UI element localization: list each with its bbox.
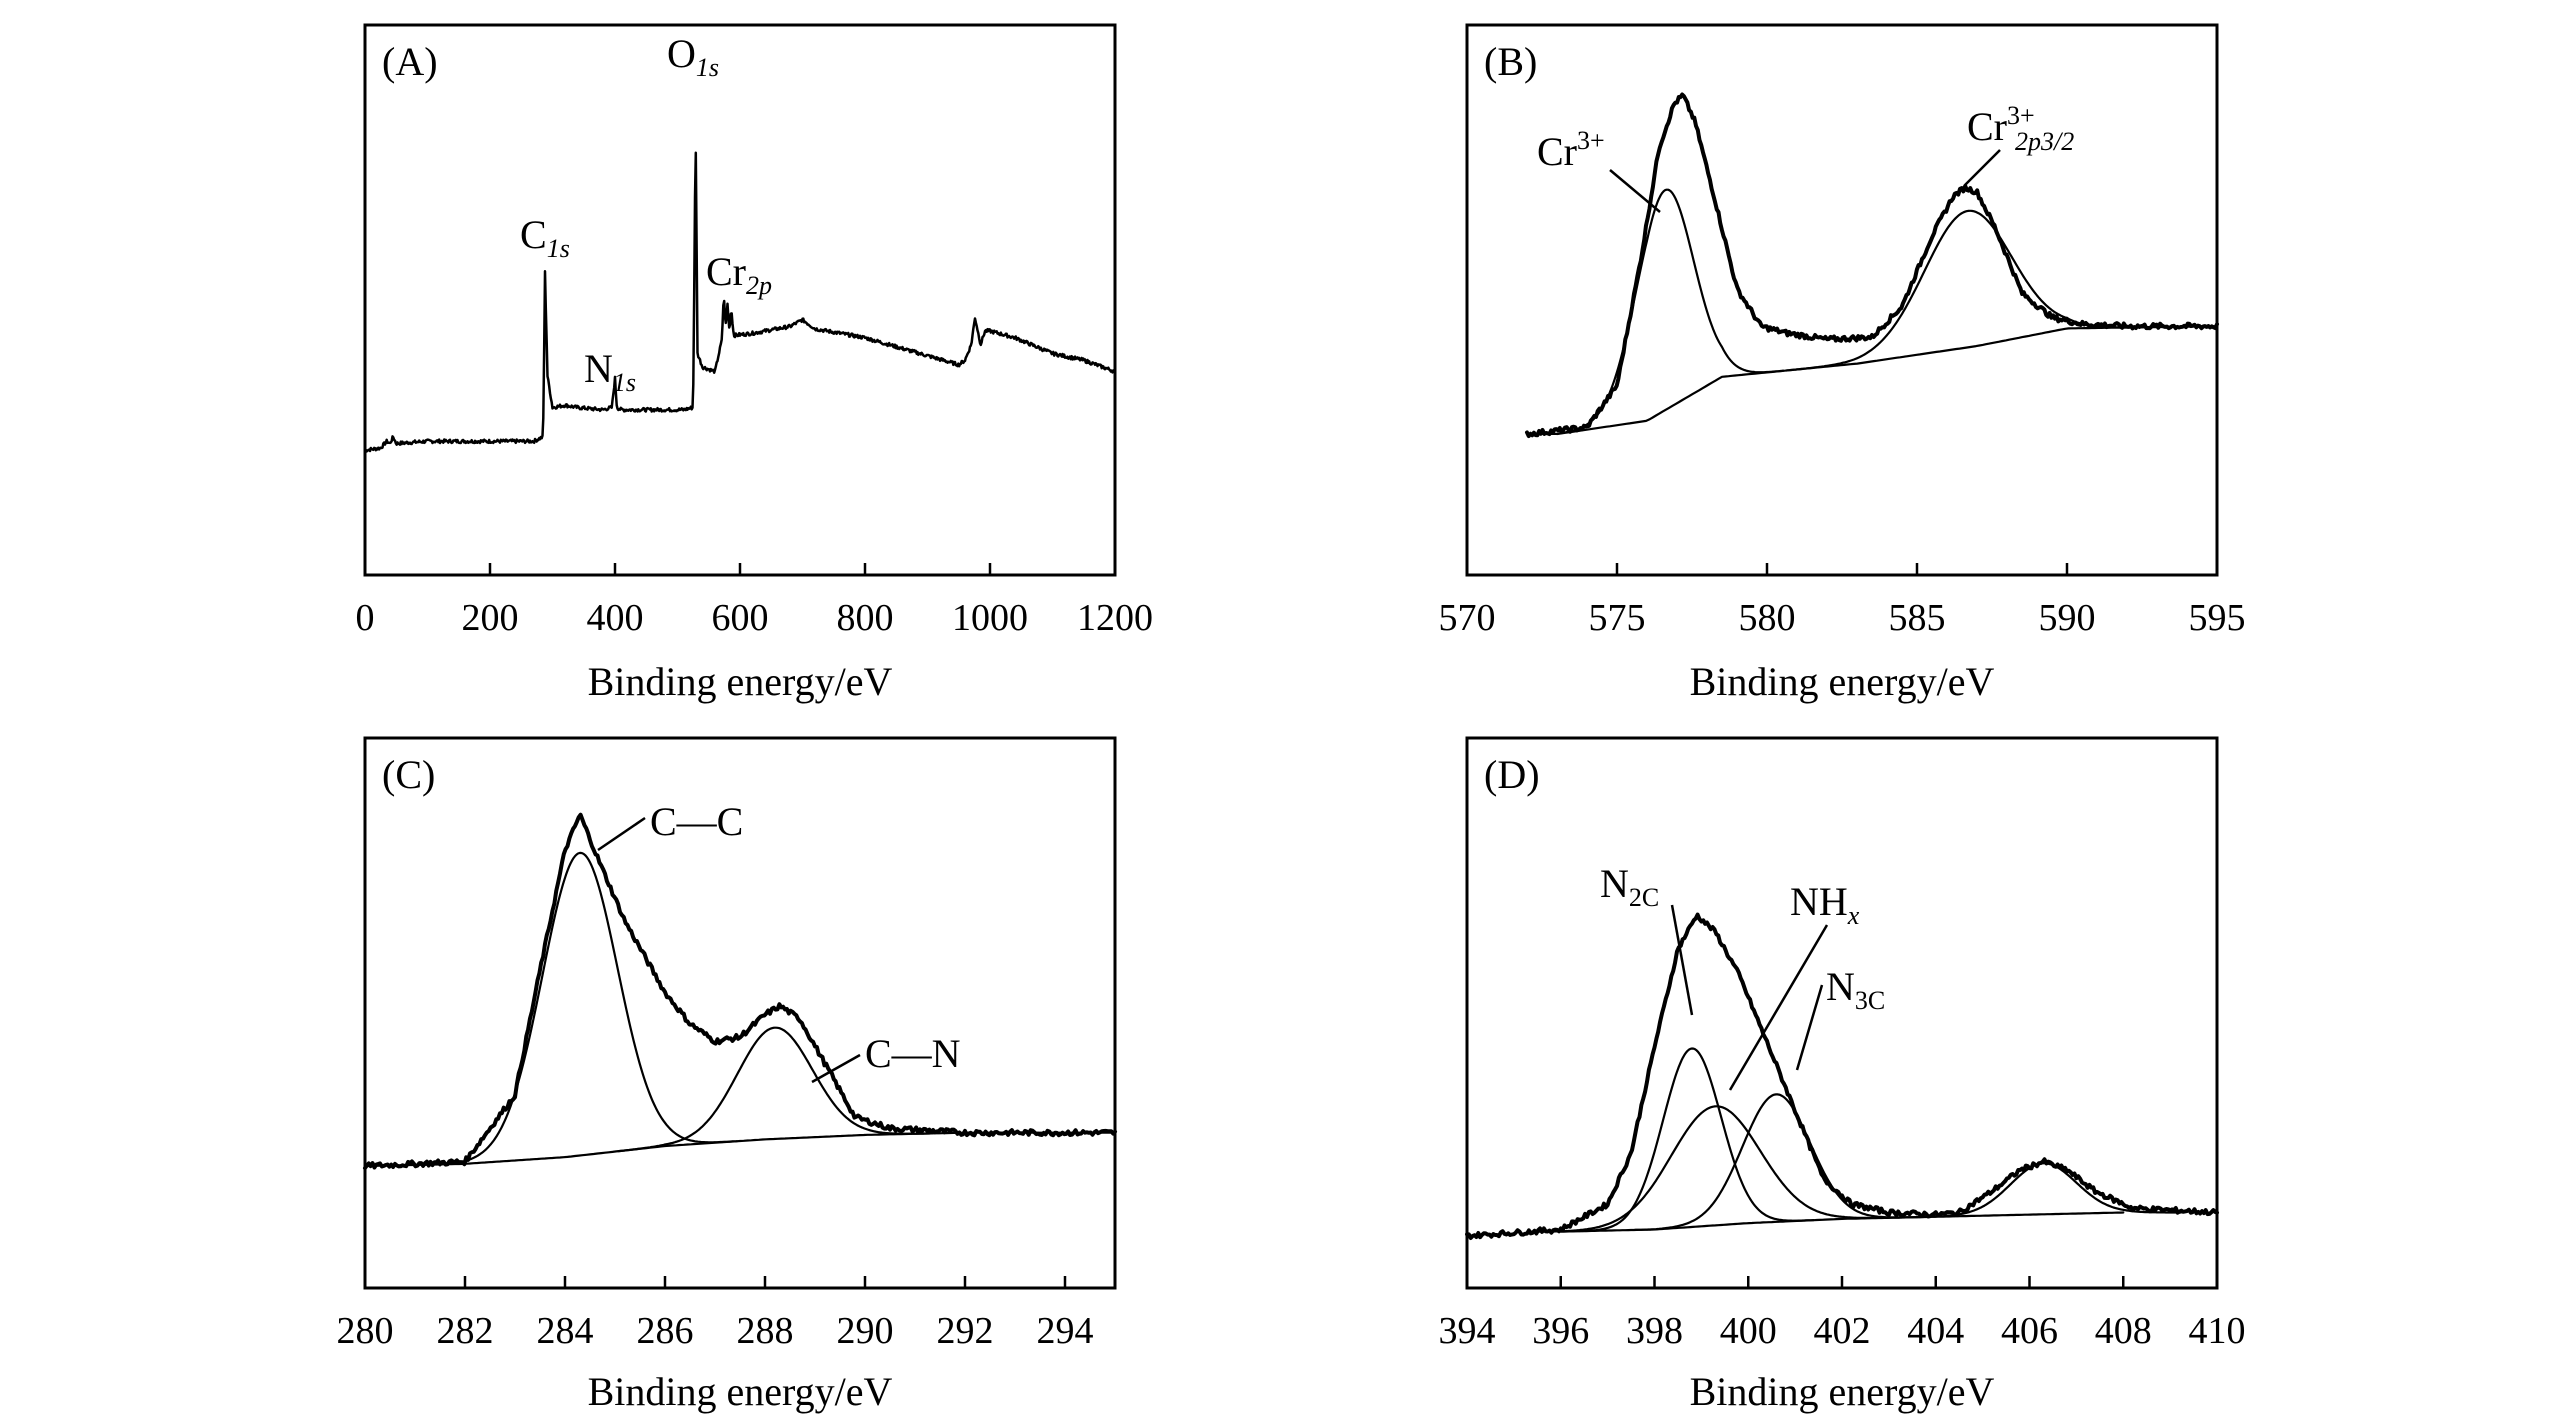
annotation-n1s: N1s	[584, 346, 636, 397]
leader-line-cc	[597, 816, 646, 852]
plot-frame	[1465, 23, 2219, 577]
x-tick-label: 280	[337, 1310, 394, 1352]
x-tick-label: 1000	[952, 597, 1028, 639]
panel-label: (B)	[1484, 39, 1537, 84]
x-tick-label: 404	[1907, 1310, 1964, 1352]
x-tick-label: 1200	[1077, 597, 1153, 639]
series-line-c-c-component	[422, 851, 739, 1166]
annotation-o1s: O1s	[667, 31, 719, 82]
x-tick-labels: 0 200 400 600 800 1000 1200	[356, 597, 1154, 639]
x-tick-label: 580	[1739, 597, 1796, 639]
x-tick-label: 570	[1439, 597, 1496, 639]
annotation-cr2p: Cr2p	[706, 249, 772, 300]
x-axis-label: Binding energy/eV	[588, 659, 893, 704]
series-line-n3c-component	[1633, 1093, 1919, 1231]
series-line-background	[1559, 1211, 2125, 1233]
series-line-envelope	[1465, 912, 2219, 1240]
plot-frame	[363, 23, 1117, 577]
x-tick-label: 288	[737, 1310, 794, 1352]
x-tick-label: 585	[1889, 597, 1946, 639]
x-tick-label: 410	[2189, 1310, 2246, 1352]
x-tick-label: 800	[837, 597, 894, 639]
leader-line-n3c	[1795, 984, 1824, 1071]
x-tick-label: 0	[356, 597, 375, 639]
x-tick-label: 292	[937, 1310, 994, 1352]
x-tick-label: 394	[1439, 1310, 1496, 1352]
panel-b: 570 575 580 585 590 595 Binding energy/e…	[1439, 23, 2246, 704]
x-tick-label: 400	[1720, 1310, 1777, 1352]
plot-frame	[363, 736, 1117, 1290]
annotation-cr2p32: Cr3+ 2p3/2	[1967, 101, 2074, 156]
x-tick-label: 290	[837, 1310, 894, 1352]
x-tick-labels: 394 396 398 400 402 404 406 408 410	[1439, 1310, 2246, 1352]
x-ticks	[363, 563, 1117, 575]
x-tick-label: 402	[1814, 1310, 1871, 1352]
panel-d: 394 396 398 400 402 404 406 408 410 Bind…	[1439, 736, 2246, 1414]
series-line-survey	[363, 151, 1117, 453]
x-tick-label: 284	[537, 1310, 594, 1352]
x-tick-label: 600	[712, 597, 769, 639]
x-tick-label: 200	[462, 597, 519, 639]
panel-c: 280 282 284 286 288 290 292 294 Binding …	[337, 736, 1117, 1414]
x-ticks	[363, 1276, 1067, 1288]
series-line-background	[1555, 325, 2219, 436]
leader-line-cn	[811, 1053, 861, 1084]
x-tick-label: 396	[1532, 1310, 1589, 1352]
x-axis-label: Binding energy/eV	[588, 1369, 893, 1414]
series-line-envelope	[1525, 92, 2219, 439]
plot-frame	[1465, 736, 2219, 1290]
x-tick-labels: 570 575 580 585 590 595	[1439, 597, 2246, 639]
series-group	[1525, 92, 2219, 439]
x-tick-label: 575	[1589, 597, 1646, 639]
x-tick-labels: 280 282 284 286 288 290 292 294	[337, 1310, 1094, 1352]
x-ticks	[1465, 1276, 2219, 1288]
annotation-n2c: N2C	[1600, 861, 1659, 912]
leader-line-nhx	[1728, 924, 1829, 1091]
x-tick-label: 282	[437, 1310, 494, 1352]
panel-a: 0 200 400 600 800 1000 1200 Binding ener…	[356, 23, 1154, 704]
series-group	[1465, 912, 2219, 1240]
annotation-c1s: C1s	[520, 212, 570, 263]
x-tick-label: 400	[587, 597, 644, 639]
x-ticks	[1465, 563, 2219, 575]
x-tick-label: 408	[2095, 1310, 2152, 1352]
annotation-n3c: N3C	[1826, 964, 1885, 1015]
x-tick-label: 286	[637, 1310, 694, 1352]
x-axis-label: Binding energy/eV	[1690, 659, 1995, 704]
leader-line-n2c	[1670, 904, 1694, 1016]
leader-line-cr2p32	[1964, 149, 2001, 186]
series-line-nhx-component	[1527, 1105, 1904, 1233]
x-tick-label: 398	[1626, 1310, 1683, 1352]
series-line-cr3-component	[1545, 188, 1785, 436]
x-tick-label: 595	[2189, 597, 2246, 639]
leader-line-cr3	[1609, 169, 1661, 213]
series-line-n2c-component	[1569, 1047, 1815, 1233]
x-axis-label: Binding energy/eV	[1690, 1369, 1995, 1414]
x-tick-label: 590	[2039, 597, 2096, 639]
panel-label: (D)	[1484, 752, 1540, 797]
series-group	[363, 812, 1117, 1171]
series-line-c-n-component	[617, 1026, 934, 1153]
x-tick-label: 406	[2001, 1310, 2058, 1352]
series-group	[363, 151, 1117, 453]
x-tick-label: 294	[1037, 1310, 1094, 1352]
annotation-cn: C—N	[865, 1031, 961, 1076]
panel-label: (C)	[382, 752, 435, 797]
annotation-cr3: Cr3+	[1537, 126, 1605, 174]
panel-label: (A)	[382, 39, 438, 84]
annotation-nhx: NHx	[1790, 879, 1860, 930]
annotation-cc: C—C	[650, 799, 743, 844]
series-line-envelope	[363, 812, 1117, 1171]
